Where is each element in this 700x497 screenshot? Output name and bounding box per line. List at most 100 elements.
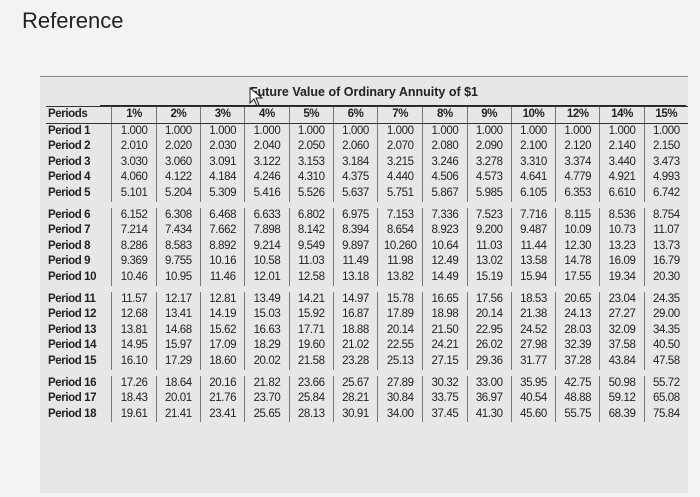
table-cell: 1.000	[155, 123, 201, 140]
table-cell: 7.662	[200, 223, 245, 239]
table-cell: 4.573	[466, 170, 512, 186]
table-cell: 14.21	[288, 291, 334, 308]
table-cell: 20.01	[155, 391, 201, 407]
table-cell: 8.923	[422, 223, 468, 239]
period-label: Period 1	[48, 124, 91, 137]
table-cell: 6.802	[288, 207, 334, 224]
table-cell: 41.30	[466, 406, 512, 423]
rate-column-header: 12%	[555, 106, 600, 124]
table-cell: 4.310	[288, 170, 334, 186]
period-label: Period 15	[48, 354, 97, 367]
table-cell: 1.000	[332, 123, 378, 140]
table-cell: 3.122	[244, 154, 290, 171]
table-cell: 59.12	[599, 391, 645, 407]
table-cell: 24.21	[422, 338, 468, 354]
table-cell: 42.75	[555, 375, 600, 392]
period-label: Period 4	[48, 171, 91, 184]
period-label: Period 10	[48, 270, 97, 283]
table-cell: 25.13	[377, 353, 423, 370]
table-cell: 33.75	[422, 391, 468, 407]
table-cell: 29.36	[466, 353, 512, 370]
table-cell: 37.45	[422, 406, 468, 423]
table-cell: 34.35	[643, 322, 688, 339]
table-cell: 45.60	[510, 406, 556, 423]
table-cell: 55.72	[643, 375, 688, 392]
table-cell: 10.260	[377, 238, 423, 255]
table-cell: 28.13	[288, 406, 334, 423]
table-cell: 8.115	[555, 207, 600, 224]
table-row: Period 5 5.101 5.204 5.309 5.416 5.526 5.637 5.…	[46, 185, 688, 202]
table-cell: 5.204	[155, 185, 201, 202]
table-cell: 29.00	[643, 307, 688, 323]
table-cell: 13.02	[466, 254, 512, 270]
table-cell: 47.58	[643, 353, 688, 370]
table-cell: 4.060	[111, 170, 157, 186]
table-cell: 3.440	[599, 154, 645, 171]
table-cell: 12.01	[244, 269, 290, 286]
table-cell: 13.41	[155, 307, 201, 323]
table-cell: 7.153	[377, 207, 423, 224]
table-cell: 2.020	[155, 139, 201, 155]
period-label: Period 7	[48, 224, 91, 237]
table-cell: 40.50	[643, 338, 688, 354]
table-cell: 18.60	[200, 353, 245, 370]
table-title: Future Value of Ordinary Annuity of $1	[249, 85, 479, 99]
table-cell: 4.993	[643, 170, 688, 186]
period-label: Period 17	[48, 392, 97, 405]
table-row: Period 3 3.030 3.060 3.091 3.122 3.153 3.184 3.…	[46, 154, 688, 171]
table-cell: 8.654	[377, 223, 423, 239]
table-cell: 7.716	[510, 207, 556, 224]
table-cell: 14.78	[555, 254, 600, 270]
table-cell: 3.374	[555, 154, 600, 171]
table-cell: 1.000	[510, 123, 556, 140]
table-cell: 6.105	[510, 185, 556, 202]
table-cell: 23.04	[599, 291, 645, 308]
table-cell: 36.97	[466, 391, 512, 407]
period-label: Period 2	[48, 140, 91, 153]
table-cell: 17.26	[111, 375, 157, 392]
table-cell: 3.278	[466, 154, 512, 171]
rate-column-header: 14%	[599, 106, 645, 124]
table-cell: 16.65	[422, 291, 468, 308]
table-cell: 20.14	[466, 307, 512, 323]
table-cell: 14.95	[111, 338, 157, 354]
table-cell: 11.49	[332, 254, 378, 270]
table-cell: 32.39	[555, 338, 600, 354]
table-cell: 35.95	[510, 375, 556, 392]
rate-column-header: 15%	[643, 106, 688, 124]
table-cell: 5.416	[244, 185, 290, 202]
table-row: Period 14 14.95 15.97 17.09 18.29 19.60 21.02 2…	[46, 338, 688, 354]
table-cell: 8.286	[111, 238, 157, 255]
table-cell: 18.29	[244, 338, 290, 354]
future-value-annuity-table: Periods 1% 2% 3% 4% 5% 6% 7% 8% 9% 10% 12% 14% 15% P…	[46, 106, 688, 423]
table-cell: 5.751	[377, 185, 423, 202]
table-cell: 37.28	[555, 353, 600, 370]
table-row: Period 2 2.010 2.020 2.030 2.040 2.050 2.060 2.…	[46, 139, 688, 155]
table-cell: 8.536	[599, 207, 645, 224]
period-label: Period 8	[48, 239, 91, 252]
table-cell: 10.58	[244, 254, 290, 270]
period-label: Period 18	[48, 407, 97, 420]
table-cell: 32.09	[599, 322, 645, 339]
table-cell: 3.091	[200, 154, 245, 171]
table-cell: 68.39	[599, 406, 645, 423]
table-cell: 1.000	[466, 123, 512, 140]
table-cell: 22.55	[377, 338, 423, 354]
table-cell: 2.010	[111, 139, 157, 155]
table-cell: 28.21	[332, 391, 378, 407]
table-cell: 3.184	[332, 154, 378, 171]
table-cell: 30.84	[377, 391, 423, 407]
table-cell: 14.49	[422, 269, 468, 286]
table-cell: 37.58	[599, 338, 645, 354]
table-cell: 8.583	[155, 238, 201, 255]
table-cell: 2.050	[288, 139, 334, 155]
table-cell: 28.03	[555, 322, 600, 339]
table-cell: 17.71	[288, 322, 334, 339]
period-label: Period 13	[48, 323, 97, 336]
table-cell: 5.637	[332, 185, 378, 202]
table-cell: 55.75	[555, 406, 600, 423]
table-cell: 6.152	[111, 207, 157, 224]
page-title: Reference	[22, 8, 124, 33]
table-cell: 1.000	[555, 123, 600, 140]
table-cell: 65.08	[643, 391, 688, 407]
